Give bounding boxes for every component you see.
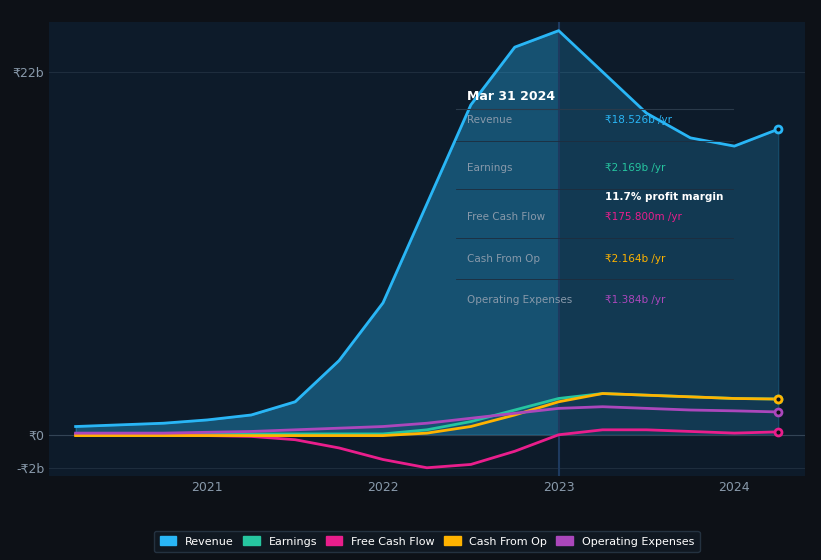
Text: Cash From Op: Cash From Op <box>467 254 540 264</box>
Text: ₹2.164b /yr: ₹2.164b /yr <box>605 254 666 264</box>
Text: Mar 31 2024: Mar 31 2024 <box>467 91 555 104</box>
Text: Operating Expenses: Operating Expenses <box>467 295 572 305</box>
Text: ₹2.169b /yr: ₹2.169b /yr <box>605 164 666 173</box>
Text: ₹175.800m /yr: ₹175.800m /yr <box>605 212 682 222</box>
Text: ₹18.526b /yr: ₹18.526b /yr <box>605 115 672 125</box>
Legend: Revenue, Earnings, Free Cash Flow, Cash From Op, Operating Expenses: Revenue, Earnings, Free Cash Flow, Cash … <box>154 531 699 552</box>
Text: Free Cash Flow: Free Cash Flow <box>467 212 545 222</box>
Text: Revenue: Revenue <box>467 115 512 125</box>
Text: Earnings: Earnings <box>467 164 512 173</box>
Text: 11.7% profit margin: 11.7% profit margin <box>605 192 723 202</box>
Text: ₹1.384b /yr: ₹1.384b /yr <box>605 295 666 305</box>
